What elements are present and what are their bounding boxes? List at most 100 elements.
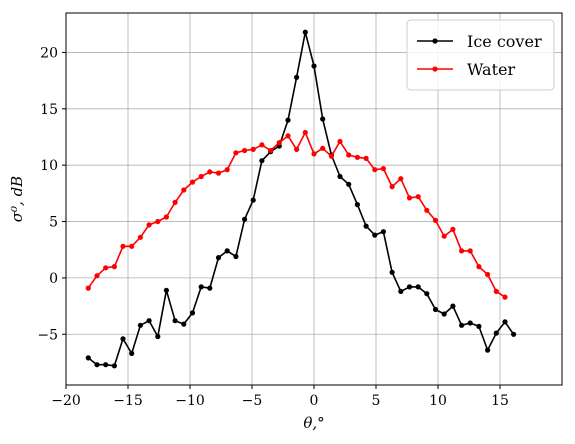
data-point <box>146 222 152 228</box>
data-point <box>224 167 230 173</box>
data-point <box>467 248 473 254</box>
data-point <box>380 166 386 172</box>
data-point <box>406 195 413 201</box>
data-point <box>137 322 143 328</box>
data-point <box>450 226 456 232</box>
data-point <box>94 273 100 279</box>
data-point <box>215 255 222 261</box>
legend-swatch-marker <box>432 66 438 72</box>
data-point <box>233 253 239 260</box>
x-tick-label: 15 <box>491 393 509 409</box>
data-point <box>111 264 117 270</box>
legend-box <box>406 19 555 91</box>
data-point <box>467 320 473 326</box>
series-layer <box>85 29 517 369</box>
data-point <box>189 310 196 316</box>
data-point <box>485 271 491 278</box>
data-point <box>406 284 413 290</box>
data-point <box>441 233 447 239</box>
legend: Ice cover Water <box>406 19 555 91</box>
data-point <box>493 288 499 294</box>
data-point <box>432 217 439 223</box>
data-point <box>311 63 317 69</box>
data-point <box>354 154 360 160</box>
series-line <box>87 131 506 298</box>
data-point <box>155 333 161 340</box>
data-point <box>155 218 161 225</box>
data-point <box>502 294 508 300</box>
data-point <box>432 306 439 313</box>
data-point <box>415 194 421 200</box>
y-tick-label: 15 <box>40 102 58 118</box>
data-point <box>189 179 196 185</box>
data-point <box>181 321 187 327</box>
data-point <box>346 152 352 158</box>
data-point <box>372 232 378 238</box>
data-point <box>510 331 517 337</box>
data-point <box>172 199 178 205</box>
data-point <box>129 243 135 249</box>
y-tick-label: 20 <box>40 45 58 61</box>
data-point <box>337 173 343 180</box>
data-point <box>302 29 308 35</box>
data-point <box>259 158 265 164</box>
data-point <box>302 129 308 136</box>
data-point <box>398 176 404 182</box>
data-point <box>250 146 256 152</box>
data-point <box>424 291 430 297</box>
data-point <box>328 153 334 159</box>
data-point <box>346 181 352 187</box>
data-point <box>476 264 482 270</box>
data-point <box>94 362 100 368</box>
y-axis-label: σ⁰, dB <box>8 176 26 222</box>
x-tick-label: −15 <box>113 393 143 409</box>
data-point <box>181 187 187 193</box>
data-point <box>485 347 491 353</box>
data-point <box>372 167 378 173</box>
data-point <box>207 169 213 175</box>
y-tick-label: −5 <box>37 327 58 343</box>
data-point <box>129 350 135 356</box>
data-point <box>459 322 465 328</box>
legend-swatch-marker <box>432 38 438 44</box>
x-tick-label: 0 <box>310 393 319 409</box>
data-point <box>502 319 508 325</box>
x-tick-label: 10 <box>429 393 447 409</box>
y-tick-label: 0 <box>49 271 58 287</box>
y-ticks: −5 0 5 10 15 20 <box>37 45 66 343</box>
legend-label: Ice cover <box>467 32 542 51</box>
legend-label: Water <box>467 60 515 79</box>
data-point <box>268 147 274 154</box>
data-point <box>103 362 109 368</box>
series-water <box>85 129 508 300</box>
data-point <box>242 216 248 222</box>
x-tick-label: −10 <box>175 393 205 409</box>
data-point <box>424 207 430 213</box>
data-point <box>250 197 256 203</box>
data-point <box>120 243 126 249</box>
data-point <box>198 284 204 290</box>
y-tick-label: 5 <box>49 215 58 231</box>
data-point <box>146 318 152 324</box>
data-point <box>493 330 499 336</box>
data-point <box>120 336 126 342</box>
data-point <box>111 363 117 369</box>
data-point <box>103 265 109 271</box>
data-point <box>207 285 213 291</box>
data-point <box>85 355 91 361</box>
data-point <box>320 116 326 122</box>
x-tick-label: 5 <box>372 393 381 409</box>
data-point <box>215 170 222 176</box>
data-point <box>224 248 230 254</box>
series-ice-cover <box>85 29 517 369</box>
data-point <box>459 248 465 254</box>
data-point <box>389 269 395 275</box>
data-point <box>233 150 239 156</box>
data-point <box>137 234 143 240</box>
data-point <box>163 214 169 220</box>
data-point <box>363 223 369 229</box>
x-axis-label: θ,° <box>303 414 324 432</box>
data-point <box>259 142 265 148</box>
data-point <box>85 285 91 291</box>
x-ticks: −20 −15 −10 −5 0 5 10 15 <box>51 385 509 409</box>
